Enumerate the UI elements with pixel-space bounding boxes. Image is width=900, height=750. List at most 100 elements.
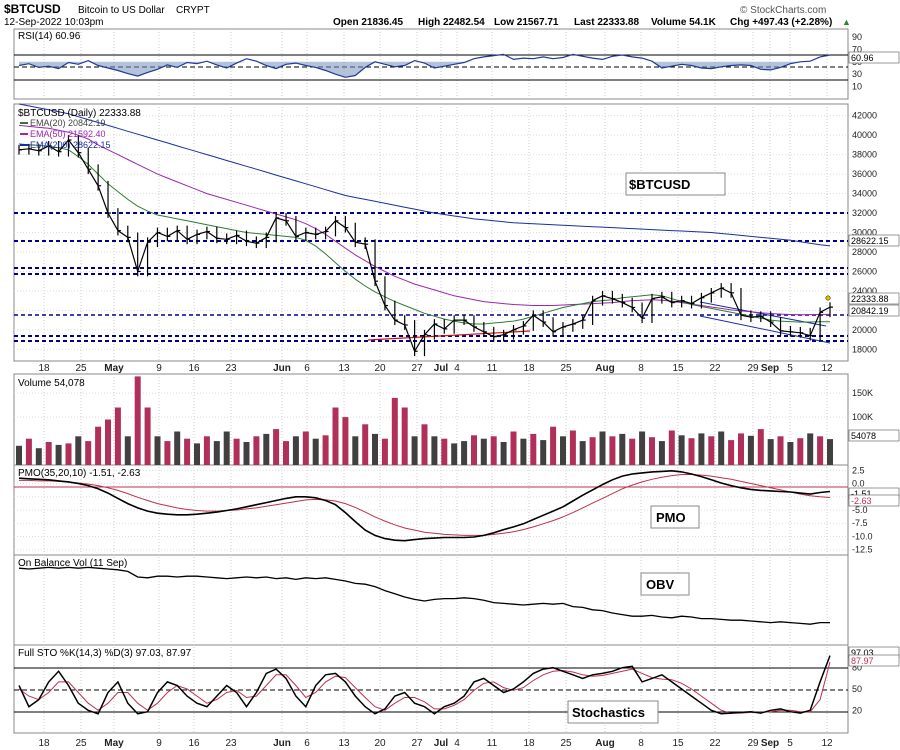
x-tick-label: 20 (374, 363, 386, 374)
ema20-legend: EMA(20) 20842.19 (30, 118, 106, 128)
value-badge-text: 28622.15 (851, 236, 889, 246)
x-tick-label: 5 (787, 738, 793, 749)
x-tick-label: Jun (273, 738, 291, 749)
x-axis-bottom: 18 25 May 9 16 23 Jun 6 13 20 27 Jul 4 11 18 25 Aug 8 15 22… (38, 738, 833, 749)
volume-bar (263, 433, 270, 465)
obv-line (18, 566, 830, 625)
volume-bar (273, 429, 280, 465)
volume-bar (95, 426, 102, 465)
x-tick-label: 23 (225, 738, 237, 749)
volume-bar (688, 438, 695, 465)
channel-lower-line (699, 315, 831, 344)
volume-bar (134, 376, 141, 465)
x-tick-label: 25 (560, 363, 572, 374)
volume-bar (757, 429, 764, 465)
volume-bar (332, 407, 339, 465)
horizontal-gridlines (14, 115, 848, 551)
volume-bar (827, 439, 833, 465)
volume-bar (203, 436, 210, 465)
value-badge-frame (848, 292, 900, 305)
rsi-panel (13, 28, 849, 100)
x-tick-label: 6 (304, 738, 310, 749)
last-price-marker (825, 295, 831, 301)
volume-bar (787, 442, 794, 465)
volume-bar (16, 445, 22, 465)
x-tick-label: 29 (747, 738, 759, 749)
volume-bar (668, 430, 675, 465)
pmo-legend: PMO(35,20,10) -1.51, -2.63 (18, 468, 141, 479)
value-badge-text: 60.96 (851, 53, 874, 63)
volume-bar (767, 439, 774, 465)
quote-low: Low 21567.71 (494, 17, 559, 28)
pmo-label-text: PMO (656, 510, 686, 525)
x-tick-label: 11 (487, 738, 498, 749)
volume-bar (431, 436, 438, 465)
volume-bar (362, 424, 369, 465)
y-tick-label: 32000 (852, 208, 877, 218)
rsi-legend: RSI(14) 60.96 (18, 31, 81, 42)
x-tick-label: 16 (188, 363, 200, 374)
x-tick-label: 20 (374, 738, 386, 749)
value-badge-text: 54078 (851, 431, 876, 441)
symbol-annotation-frame (625, 172, 726, 196)
volume-bar (174, 431, 181, 465)
x-tick-label: Aug (595, 363, 614, 374)
x-tick-label: 25 (75, 363, 87, 374)
x-tick-label: 15 (672, 363, 684, 374)
last-value-badges: 60.9628622.1522333.8820842.1954078-1.51-… (848, 51, 900, 667)
x-tick-label: 4 (454, 363, 460, 374)
volume-bar (342, 417, 349, 465)
quote-change: Chg +497.43 (+2.28%) (730, 17, 832, 28)
value-badge-frame (848, 234, 900, 247)
x-tick-label: 5 (787, 363, 793, 374)
x-tick-label: 12 (821, 363, 833, 374)
x-tick-label: 25 (75, 738, 87, 749)
ema200-legend: EMA(200) 28622.15 (30, 140, 111, 150)
volume-bar (243, 442, 250, 465)
x-tick-label: 15 (672, 738, 684, 749)
rsi-chart: RSI(14) 60.96 (14, 31, 848, 81)
y-tick-label: -7.5 (852, 518, 868, 528)
x-tick-label: 18 (38, 738, 50, 749)
obv-legend: On Balance Vol (11 Sep) (18, 558, 127, 569)
x-tick-label: Jun (273, 363, 291, 374)
x-tick-label: 18 (523, 363, 535, 374)
x-tick-label: Sep (761, 738, 779, 749)
volume-bar (480, 438, 487, 465)
brand-label: © StockCharts.com (740, 5, 826, 16)
volume-bar (550, 426, 557, 465)
x-tick-label: 23 (225, 363, 237, 374)
sto-k-line (18, 655, 831, 715)
y-tick-label: 50 (852, 684, 862, 694)
price-legend-title: $BTCUSD (Daily) 22333.88 (18, 108, 141, 119)
volume-bar (283, 441, 289, 465)
volume-bar (292, 436, 299, 465)
volume-bar (718, 431, 725, 465)
y-tick-label: 10 (852, 82, 862, 92)
volume-bar (35, 448, 42, 465)
ema50-legend: EMA(50) 21592.40 (30, 129, 106, 139)
rsi-oversold-fill (19, 61, 830, 78)
support-trendline (367, 330, 531, 341)
y-tick-label: 30 (852, 69, 862, 79)
volume-bar (471, 435, 477, 465)
volume-bar (461, 441, 468, 465)
volume-bar (441, 438, 448, 465)
value-badge-frame (848, 654, 900, 667)
y-tick-label: 150K (852, 388, 873, 398)
quote-last: Last 22333.88 (574, 17, 639, 28)
x-tick-label: Sep (761, 363, 779, 374)
ema50-line (18, 124, 830, 316)
value-badge-text: 97.03 (851, 648, 874, 658)
y-tick-label: 20000 (852, 325, 877, 335)
x-tick-label: 12 (821, 738, 833, 749)
obv-label-frame (640, 572, 690, 596)
symbol-annotation-text: $BTCUSD (629, 177, 690, 192)
obv-chart: On Balance Vol (11 Sep) OBV (18, 558, 830, 625)
ema20-line (18, 143, 831, 325)
volume-bar (698, 433, 705, 465)
volume-bar (372, 433, 378, 465)
y-tick-label: -12.5 (852, 545, 873, 555)
x-tick-label: May (104, 738, 124, 749)
symbol-name: Bitcoin to US Dollar (78, 5, 165, 16)
